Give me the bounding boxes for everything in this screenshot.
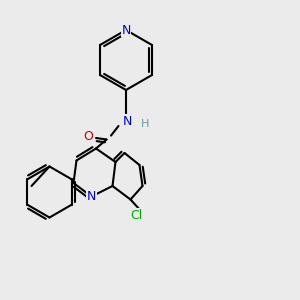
Text: N: N <box>87 190 96 203</box>
Text: Cl: Cl <box>130 209 142 222</box>
Text: H: H <box>141 119 150 129</box>
Text: O: O <box>84 130 93 143</box>
Text: N: N <box>123 115 132 128</box>
Text: N: N <box>121 23 131 37</box>
